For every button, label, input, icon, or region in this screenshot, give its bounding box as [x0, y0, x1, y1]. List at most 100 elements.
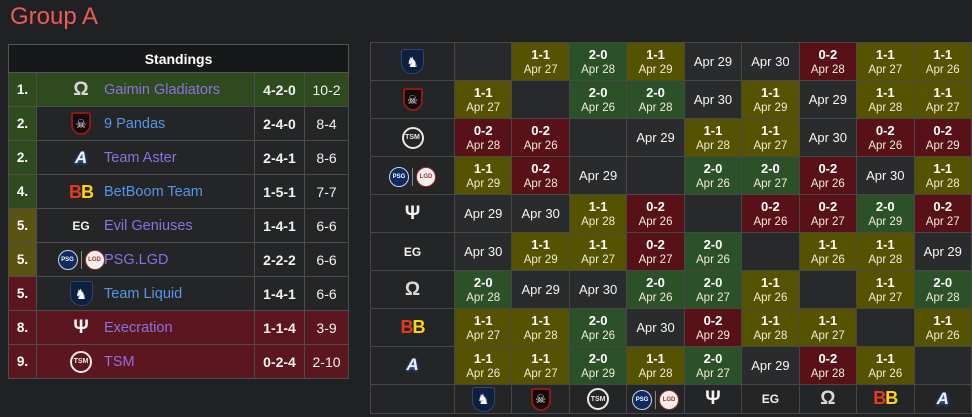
gaimin-gladiators-icon[interactable]: Ω: [73, 80, 88, 99]
diagonal-cell: [856, 308, 915, 347]
upcoming-match-cell: Apr 29: [626, 118, 685, 157]
match-result-cell: 2-0 Apr 26: [626, 270, 685, 309]
gaimin-gladiators-icon[interactable]: Ω: [820, 389, 835, 408]
team-link[interactable]: Gaimin Gladiators: [104, 81, 221, 98]
execration-icon[interactable]: Ψ: [705, 389, 720, 408]
game-score-cell: 8-6: [303, 140, 350, 175]
standings-row: 4. B B BetBoom Team 1-5-1 7-7: [8, 174, 350, 209]
execration-icon[interactable]: Ψ: [73, 318, 88, 337]
tsm-icon[interactable]: TSM: [587, 388, 610, 411]
match-date: Apr 29: [923, 244, 962, 259]
standings-row: 5. ♞ Team Liquid 1-4-1 6-6: [8, 276, 350, 311]
diagonal-cell: [626, 156, 685, 195]
tsm-icon[interactable]: TSM: [70, 350, 92, 373]
execration-icon[interactable]: Ψ: [405, 204, 420, 223]
match-result-cell: 1-1 Apr 27: [913, 80, 972, 119]
match-score: 0-2: [933, 123, 953, 138]
match-score: 1-1: [933, 161, 953, 176]
upcoming-match-cell: Apr 30: [568, 270, 628, 309]
team-icon-slot: ♞: [58, 281, 104, 306]
rank-cell: 2.: [8, 106, 37, 141]
team-link[interactable]: BetBoom Team: [104, 183, 203, 200]
standings-table: Standings 1. Ω Gaimin Gladiators 4-2-0 10-2 2…: [7, 44, 350, 379]
team-aster-icon[interactable]: A: [75, 149, 87, 166]
match-result-cell: 1-1 Apr 28: [913, 156, 972, 195]
match-result-cell: 0-2 Apr 29: [683, 308, 743, 347]
match-score: 1-1: [761, 313, 780, 328]
evil-geniuses-icon-glyph: EG: [403, 244, 422, 259]
team-liquid-icon[interactable]: ♞: [471, 386, 495, 412]
icon-divider: [80, 250, 82, 269]
team-link[interactable]: TSM: [104, 353, 135, 370]
upcoming-match-cell: Apr 30: [626, 308, 685, 347]
match-date: Apr 29: [753, 102, 788, 114]
psg-lgd-icon[interactable]: PSG LGD: [389, 166, 436, 187]
nine-pandas-icon[interactable]: ☠: [402, 88, 423, 111]
crosstable-corner-cell: [370, 384, 455, 414]
match-date: Apr 28: [581, 64, 616, 76]
team-aster-icon[interactable]: A: [937, 390, 949, 407]
match-date: Apr 26: [810, 254, 845, 266]
nine-pandas-icon[interactable]: ☠: [71, 112, 91, 135]
team-liquid-icon[interactable]: ♞: [401, 49, 424, 74]
row-team-icon-cell: ☠: [370, 80, 455, 119]
evil-geniuses-icon[interactable]: EG: [404, 246, 421, 258]
match-date: Apr 30: [521, 206, 560, 221]
tsm-icon-glyph: TSM: [70, 350, 92, 373]
team-link[interactable]: Evil Geniuses: [104, 217, 193, 234]
team-link[interactable]: PSG.LGD: [104, 251, 169, 268]
match-score: 2-0: [875, 199, 895, 214]
match-result-cell: 2-0 Apr 29: [856, 194, 915, 233]
team-icon-slot: ☠: [58, 112, 104, 135]
betboom-icon-glyph: B: [81, 181, 94, 202]
evil-geniuses-icon[interactable]: EG: [762, 393, 779, 405]
team-aster-icon[interactable]: A: [406, 356, 418, 373]
match-score: 0-2: [531, 161, 551, 176]
match-date: Apr 29: [466, 178, 501, 190]
match-date: Apr 26: [753, 216, 788, 228]
team-link[interactable]: Team Aster: [104, 149, 177, 166]
match-score: 1-1: [588, 199, 608, 214]
team-liquid-icon[interactable]: ♞: [69, 281, 93, 306]
team-link[interactable]: 9 Pandas: [104, 115, 166, 132]
team-link[interactable]: Execration: [104, 319, 173, 336]
match-date: Apr 26: [696, 254, 730, 266]
match-result-cell: 0-2 Apr 26: [856, 118, 915, 157]
match-result-cell: 2-0 Apr 28: [626, 80, 685, 119]
match-result-cell: 1-1 Apr 26: [913, 308, 972, 347]
psg-lgd-icon-glyph: LGD: [659, 390, 680, 410]
match-result-cell: 1-1 Apr 27: [856, 270, 915, 309]
nine-pandas-icon[interactable]: ☠: [530, 387, 551, 411]
match-date: Apr 28: [810, 368, 845, 380]
match-score: 1-1: [875, 237, 895, 252]
team-link[interactable]: Team Liquid: [104, 285, 183, 302]
gaimin-gladiators-icon[interactable]: Ω: [405, 280, 420, 299]
column-team-icon-cell: Ω: [798, 384, 858, 414]
match-score: 2-0: [933, 275, 953, 290]
match-date: Apr 29: [578, 168, 618, 183]
match-date: Apr 28: [753, 330, 788, 342]
psg-lgd-icon[interactable]: PSG LGD: [57, 249, 105, 270]
gaimin-gladiators-icon-glyph: Ω: [404, 278, 421, 300]
match-date: Apr 26: [638, 216, 673, 228]
evil-geniuses-icon[interactable]: EG: [72, 220, 89, 232]
upcoming-match-cell: Apr 29: [741, 346, 800, 385]
psg-lgd-icon-glyph: LGD: [416, 166, 436, 187]
match-result-cell: 1-1 Apr 29: [741, 80, 800, 119]
standings-row: 2. A Team Aster 2-4-1 8-6: [8, 140, 350, 175]
column-team-icon-cell: ♞: [453, 384, 513, 414]
match-date: Apr 27: [523, 368, 558, 380]
match-date: Apr 30: [578, 282, 618, 297]
match-score: 1-1: [473, 85, 493, 100]
match-score: 0-2: [473, 123, 493, 138]
match-date: Apr 27: [868, 292, 903, 304]
execration-icon-glyph: Ψ: [73, 317, 89, 338]
match-date: Apr 27: [696, 368, 730, 380]
betboom-icon-glyph: B: [873, 388, 886, 408]
psg-lgd-icon[interactable]: PSG LGD: [632, 390, 680, 410]
tsm-icon[interactable]: TSM: [401, 126, 424, 149]
match-score: 0-2: [818, 199, 838, 214]
